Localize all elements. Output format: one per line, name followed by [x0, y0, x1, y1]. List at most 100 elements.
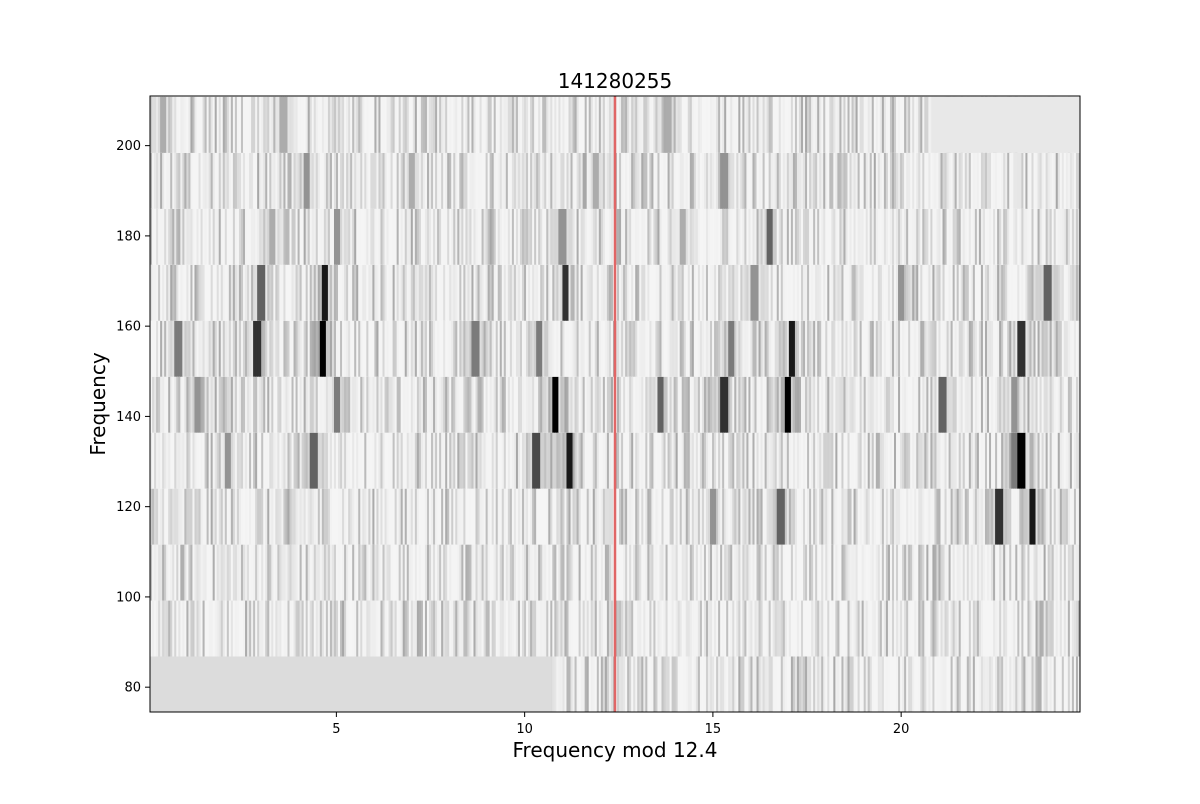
heatmap-cell [277, 208, 280, 265]
heatmap-cell [811, 152, 814, 209]
heatmap-cell [863, 544, 867, 601]
heatmap-cell [778, 656, 782, 712]
heatmap-cell [788, 264, 792, 321]
heatmap-cell [815, 656, 818, 712]
heatmap-cell [805, 208, 808, 265]
heatmap-cell [784, 208, 788, 265]
heatmap-cell [572, 264, 576, 321]
heatmap-cell [156, 208, 159, 265]
heatmap-cell [790, 208, 794, 265]
heatmap-cell [404, 600, 408, 657]
heatmap-cell [368, 376, 371, 433]
heatmap-cell [218, 264, 222, 321]
heatmap-cell [342, 544, 345, 601]
heatmap-cell [1001, 152, 1004, 209]
heatmap-cell [336, 432, 339, 489]
heatmap-cell [701, 96, 705, 153]
heatmap-cell [693, 96, 697, 153]
heatmap-cell [435, 208, 438, 265]
heatmap-cell [906, 320, 909, 377]
heatmap-cell [325, 152, 329, 209]
heatmap-cell [519, 320, 523, 377]
heatmap-cell [291, 432, 295, 489]
heatmap-cell [619, 320, 622, 377]
heatmap-cell [1019, 656, 1022, 712]
heatmap-cell [230, 544, 234, 601]
heatmap-cell [999, 656, 1002, 712]
heatmap-cell [987, 264, 990, 321]
heatmap-cell [993, 152, 996, 209]
heatmap-cell [813, 96, 816, 153]
heatmap-cell [230, 488, 234, 545]
heatmap-cell [891, 320, 895, 377]
heatmap-cell [522, 320, 525, 377]
heatmap-cell [481, 208, 485, 265]
heatmap-cell [354, 208, 357, 265]
heatmap-cell [186, 600, 190, 657]
heatmap-cell [865, 376, 869, 433]
heatmap-cell [566, 376, 570, 433]
heatmap-cell [1001, 376, 1004, 433]
heatmap-cell [841, 208, 845, 265]
heatmap-cell [542, 96, 545, 153]
heatmap-cell [1063, 488, 1067, 545]
heatmap-cell [388, 432, 392, 489]
heatmap-cell [829, 600, 832, 657]
heatmap-cell [833, 488, 836, 545]
heatmap-cell [639, 544, 642, 601]
heatmap-cell [396, 96, 400, 153]
heatmap-cell [269, 320, 272, 377]
heatmap-cell [364, 320, 367, 377]
heatmap-cell [532, 544, 535, 601]
heatmap-cell [720, 656, 723, 712]
heatmap-cell [732, 208, 735, 265]
heatmap-cell [667, 432, 671, 489]
heatmap-cell [809, 544, 812, 601]
heatmap-cell [1037, 208, 1041, 265]
heatmap-cell [1035, 432, 1039, 489]
heatmap-cell [833, 656, 836, 712]
heatmap-cell [206, 320, 210, 377]
heatmap-cell [815, 152, 818, 209]
heatmap-cell [532, 320, 535, 377]
heatmap-cell [722, 432, 725, 489]
heatmap-cell [760, 320, 764, 377]
heatmap-cell [168, 320, 171, 377]
heatmap-cell [627, 96, 630, 153]
heatmap-cell [675, 96, 679, 153]
heatmap-cell [1011, 152, 1014, 209]
heatmap-cell [1063, 320, 1067, 377]
heatmap-cell [689, 152, 693, 209]
heatmap-cell [883, 264, 887, 321]
heatmap-cell [940, 376, 944, 433]
heatmap-cell [590, 544, 594, 601]
heatmap-cell [315, 320, 319, 377]
heatmap-cell [639, 264, 642, 321]
heatmap-cell [372, 96, 376, 153]
heatmap-cell [809, 208, 812, 265]
heatmap-cell [457, 320, 460, 377]
heatmap-cell [770, 656, 774, 712]
heatmap-cell [681, 152, 685, 209]
heatmap-cell [150, 264, 153, 321]
heatmap-cell [928, 656, 931, 712]
heatmap-cell [683, 320, 687, 377]
heatmap-cell [501, 96, 505, 153]
heatmap-cell [418, 152, 422, 209]
heatmap-cell [774, 96, 778, 153]
heatmap-cell [481, 264, 485, 321]
heatmap-cell [831, 544, 834, 601]
heatmap-cell [936, 320, 940, 377]
heatmap-cell [885, 208, 889, 265]
heatmap-cell [871, 600, 875, 657]
heatmap-cell [160, 96, 163, 153]
heatmap-cell [433, 488, 436, 545]
heatmap-cell [240, 96, 244, 153]
heatmap-cell [499, 320, 503, 377]
heatmap-cell [839, 152, 843, 209]
heatmap-cell [528, 320, 531, 377]
heatmap-cell [1065, 544, 1069, 601]
heatmap-cell [720, 488, 723, 545]
heatmap-cell [477, 208, 481, 265]
heatmap-cell [691, 208, 695, 265]
